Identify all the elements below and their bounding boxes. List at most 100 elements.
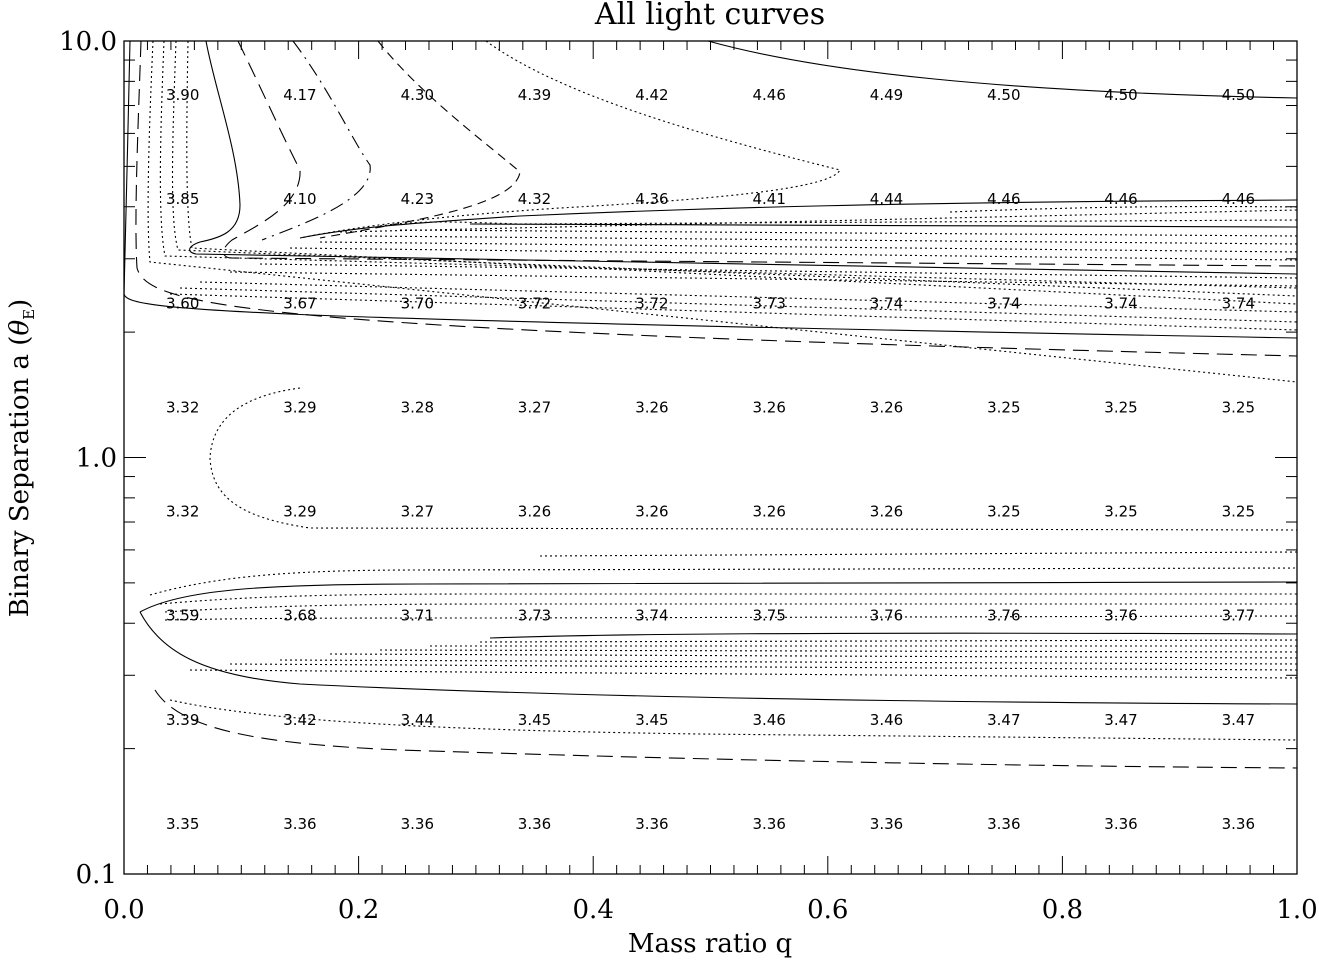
cell-value: 3.36: [1222, 815, 1255, 833]
y-axis-label-subscript: E: [20, 309, 38, 320]
cell-value: 3.76: [870, 607, 903, 625]
contour-line: [139, 611, 1298, 705]
y-axis-label-symbol: θ: [5, 320, 35, 336]
cell-value: 3.74: [987, 295, 1020, 313]
cell-value: 3.26: [635, 503, 668, 521]
cell-value: 3.36: [635, 815, 668, 833]
cell-value: 4.46: [752, 86, 785, 104]
cell-value: 3.36: [283, 815, 316, 833]
cell-value: 3.59: [166, 607, 199, 625]
contour-line: [479, 639, 1298, 643]
cell-value: 3.74: [1222, 295, 1255, 313]
y-axis-label-main: Binary Separation a (: [5, 336, 35, 618]
cell-value: 3.73: [518, 607, 551, 625]
contour-line: [179, 287, 1298, 323]
contour-line: [469, 223, 1298, 228]
contour-line: [379, 219, 1298, 227]
x-tick-label: 0.8: [1042, 895, 1083, 925]
y-tick-label: 1.0: [76, 444, 117, 474]
cell-value: 3.74: [635, 607, 668, 625]
cell-value: 3.36: [401, 815, 434, 833]
cell-value: 3.74: [870, 295, 903, 313]
cell-value: 3.46: [870, 711, 903, 729]
cell-value: 4.32: [518, 190, 551, 208]
cell-value: 3.25: [1104, 398, 1137, 416]
cell-value: 3.25: [1222, 503, 1255, 521]
cell-value: 3.36: [518, 815, 551, 833]
chart-title: All light curves: [594, 0, 825, 32]
cell-value: 3.39: [166, 711, 199, 729]
cell-value: 3.47: [987, 711, 1020, 729]
contour-line: [209, 387, 1298, 531]
cell-value: 3.75: [752, 607, 785, 625]
cell-value: 3.26: [870, 398, 903, 416]
cell-value: 3.60: [166, 295, 199, 313]
contour-line: [707, 40, 1298, 99]
x-tick-label: 0.4: [573, 895, 614, 925]
cell-value: 3.36: [1104, 815, 1137, 833]
contour-line: [539, 551, 1298, 557]
cell-value: 3.29: [283, 503, 316, 521]
cell-value: 4.49: [870, 86, 903, 104]
y-axis: 0.1 1.0 10.0: [59, 27, 1297, 890]
cell-value: 3.32: [166, 398, 199, 416]
cell-value: 3.85: [166, 190, 199, 208]
cell-value: 4.46: [1222, 190, 1255, 208]
cell-value: 4.17: [283, 86, 316, 104]
contour-line: [154, 689, 1298, 769]
cell-value: 3.36: [752, 815, 785, 833]
cell-value: 4.41: [752, 190, 785, 208]
cell-value: 3.90: [166, 86, 199, 104]
cell-value: 4.44: [870, 190, 903, 208]
x-axis: 0.0 0.2 0.4 0.6 0.8 1.0: [103, 41, 1318, 925]
cell-value: 3.72: [518, 295, 551, 313]
contour-line: [949, 205, 1298, 213]
contour-line: [261, 40, 371, 241]
cell-value: 3.47: [1222, 711, 1255, 729]
x-tick-label: 0.2: [338, 895, 379, 925]
cell-value: 4.50: [1222, 86, 1255, 104]
cell-value: 3.26: [635, 398, 668, 416]
cell-value: 4.46: [1104, 190, 1137, 208]
contour-line: [359, 235, 1298, 245]
cell-value: 3.45: [518, 711, 551, 729]
cell-value: 3.26: [752, 398, 785, 416]
cell-value: 4.50: [1104, 86, 1137, 104]
cell-value: 3.28: [401, 398, 434, 416]
contour-line: [299, 199, 1298, 239]
y-axis-label-close: ): [5, 299, 35, 309]
cell-value: 4.50: [987, 86, 1020, 104]
cell-value: 3.25: [1104, 503, 1137, 521]
cell-value: 3.74: [1104, 295, 1137, 313]
cell-value: 3.36: [987, 815, 1020, 833]
cell-value: 4.23: [401, 190, 434, 208]
cell-value: 3.36: [870, 815, 903, 833]
x-tick-label: 1.0: [1276, 895, 1317, 925]
contour-line: [139, 581, 1298, 613]
cell-value: 3.70: [401, 295, 434, 313]
cell-value: 3.27: [518, 398, 551, 416]
contour-line: [329, 653, 1298, 659]
cell-value: 3.27: [401, 503, 434, 521]
cell-value: 4.10: [283, 190, 316, 208]
cell-value: 4.46: [987, 190, 1020, 208]
contour-line: [186, 40, 1298, 305]
contour-line: [149, 567, 1298, 596]
contour-line: [135, 40, 1298, 357]
cell-value: 3.35: [166, 815, 199, 833]
cell-value: 4.42: [635, 86, 668, 104]
contour-lines: [123, 40, 1298, 769]
cell-value: 3.45: [635, 711, 668, 729]
cell-value: 3.47: [1104, 711, 1137, 729]
cell-value: 3.29: [283, 398, 316, 416]
contour-line: [147, 40, 1298, 383]
y-tick-label: 0.1: [76, 860, 117, 890]
contour-line: [299, 40, 841, 239]
cell-value: 3.72: [635, 295, 668, 313]
x-tick-label: 0.6: [807, 895, 848, 925]
y-tick-label: 10.0: [59, 27, 117, 57]
cell-value: 3.44: [401, 711, 434, 729]
cell-value: 3.25: [1222, 398, 1255, 416]
cell-value: 3.77: [1222, 607, 1255, 625]
